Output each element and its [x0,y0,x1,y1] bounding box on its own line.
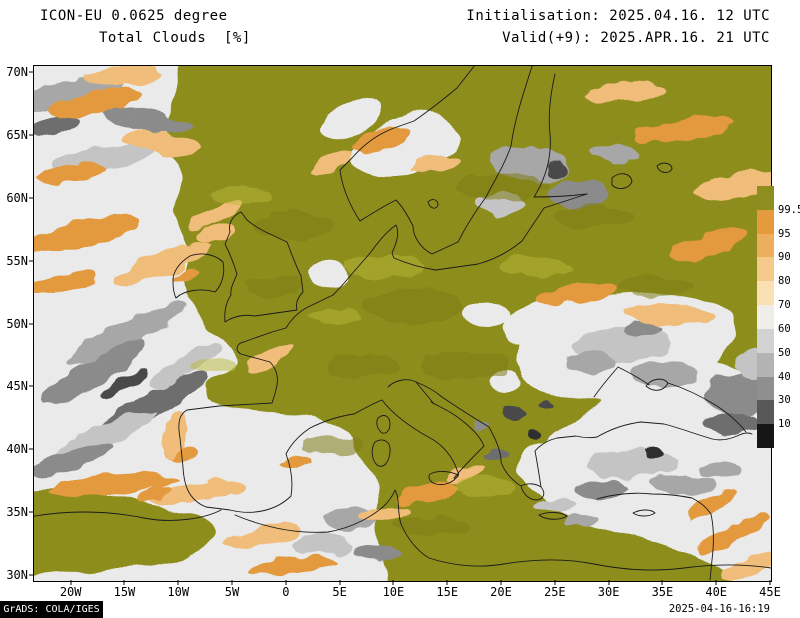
valid-line: Valid(+9): 2025.APR.16. 21 UTC [502,30,770,46]
lon-tickmark [177,580,179,585]
colorbar-segment [757,281,774,306]
lat-tickmark [29,134,34,136]
lon-tick-label: 35E [651,585,674,599]
lon-tick-label: 15E [436,585,459,599]
lon-tick-label: 10W [167,585,190,599]
lon-tick-label: 0 [282,585,290,599]
colorbar-labels: 99.5 95 90 80 70 60 50 40 30 10 [778,186,800,448]
colorbar-level-label: 95 [778,227,791,240]
lat-tickmark [29,71,34,73]
colorbar-level-label: 99.5 [778,203,800,216]
lon-tickmark [554,580,556,585]
lat-tickmark [29,197,34,199]
colorbar [757,186,774,448]
latitude-axis: 70N 65N 60N 55N 50N 45N 40N 35N 30N [0,65,34,582]
lat-tickmark [29,511,34,513]
creation-timestamp: 2025-04-16-16:19 [668,603,770,615]
lon-tickmark [769,580,771,585]
lon-tick-label: 20W [59,585,82,599]
lon-tickmark [715,580,717,585]
lon-tickmark [661,580,663,585]
lon-tickmark [608,580,610,585]
lat-tickmark [29,323,34,324]
colorbar-level-label: 10 [778,418,791,431]
lon-tickmark [339,580,341,585]
colorbar-segment [757,400,774,425]
lon-tick-label: 45E [759,585,781,599]
lat-tick-label: 35N [6,504,28,519]
colorbar-segment [757,257,774,282]
product-title: Total Clouds [%] [99,30,251,46]
longitude-axis: 20W 15W 10W 5W 0 5E 10E 15E 20E 25E 30E 35E 40E 45E [33,580,781,599]
lon-tick-label: 20E [490,585,512,599]
lon-tickmark [500,580,502,585]
model-title: ICON-EU 0.0625 degree [40,8,228,24]
lon-tick-label: 25E [543,585,566,599]
lat-tickmark [29,574,34,576]
colorbar-level-label: 60 [778,322,791,335]
grain-overlay [34,66,771,581]
lon-tickmark [70,580,72,585]
lon-tickmark [392,580,394,585]
colorbar-segment [757,424,774,448]
lon-tickmark [231,580,233,585]
lat-tick-label: 55N [6,253,28,268]
lon-tick-label: 5E [332,585,347,599]
initialisation-line: Initialisation: 2025.04.16. 12 UTC [466,8,770,24]
lat-tickmark [29,448,34,450]
map-plot-area [33,65,772,582]
lat-tick-label: 65N [6,128,28,143]
colorbar-segment [757,376,774,401]
lon-tick-label: 5W [224,585,240,599]
lon-tickmark [123,580,125,585]
colorbar-level-label: 90 [778,251,791,264]
lat-tick-label: 60N [6,190,28,205]
colorbar-segment [757,209,774,234]
lat-tick-label: 70N [6,65,28,80]
lon-tick-label: 10E [382,585,405,599]
lat-tick-label: 40N [6,442,28,457]
lat-tickmark [29,260,34,262]
lat-tick-label: 50N [6,316,28,331]
colorbar-level-label: 40 [778,370,791,383]
colorbar-level-label: 80 [778,275,791,288]
grads-credit-badge: GrADS: COLA/IGES [0,601,103,618]
lon-tickmark [446,580,448,585]
lon-tick-label: 15W [113,585,136,599]
colorbar-level-label: 70 [778,299,791,312]
colorbar-segment [757,352,774,377]
lat-tick-label: 45N [6,379,28,394]
lat-tickmark [29,385,34,387]
coastlines [34,66,771,581]
colorbar-segment [757,305,774,329]
lon-tick-label: 30E [597,585,620,599]
colorbar-segment [757,328,774,353]
cloud-cover-map [34,66,771,581]
colorbar-segment [757,186,774,210]
lat-tick-label: 30N [6,567,28,582]
colorbar-level-label: 30 [778,394,791,407]
colorbar-segment [757,233,774,258]
lon-tick-label: 40E [705,585,728,599]
colorbar-level-label: 50 [778,346,791,359]
lon-tickmark [285,580,287,585]
